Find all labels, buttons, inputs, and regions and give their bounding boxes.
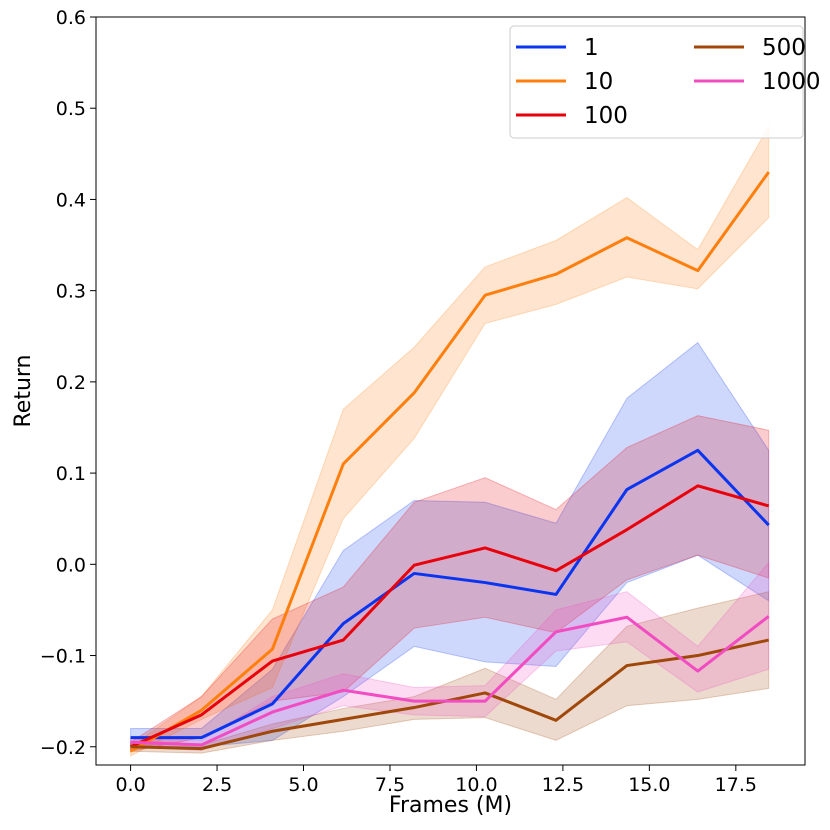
legend-item-500: 500 (694, 35, 806, 61)
legend-label: 1000 (762, 69, 821, 95)
legend-label: 1 (584, 35, 599, 61)
y-tick-label: 0.5 (56, 98, 86, 120)
x-axis-ticks: 0.0 2.5 5.0 7.5 10.0 12.5 15.0 17.5 (115, 765, 757, 796)
x-tick-label: 7.5 (375, 774, 405, 796)
legend-item-1000: 1000 (694, 69, 821, 95)
x-tick-label: 2.5 (202, 774, 232, 796)
y-tick-label: 0.4 (56, 189, 86, 211)
y-tick-label: −0.1 (40, 646, 86, 668)
x-tick-label: 17.5 (715, 774, 757, 796)
legend-label: 500 (762, 35, 806, 61)
x-tick-label: 0.0 (115, 774, 145, 796)
y-tick-label: 0.6 (56, 7, 86, 29)
legend-label: 100 (584, 103, 628, 129)
plot-area-frame (95, 16, 806, 766)
confidence-bands (130, 124, 770, 757)
x-tick-label: 10.0 (455, 774, 497, 796)
y-tick-label: −0.2 (40, 737, 86, 759)
legend: 1 10 100 500 1000 (509, 25, 821, 139)
legend-item-1: 1 (516, 35, 599, 61)
x-tick-label: 5.0 (288, 774, 318, 796)
series-500-band (130, 591, 770, 754)
series-100-line (129, 484, 770, 749)
legend-item-100: 100 (516, 103, 628, 129)
y-axis-ticks: −0.2 −0.1 0.0 0.1 0.2 0.3 0.4 0.5 0.6 (40, 7, 96, 759)
x-tick-label: 12.5 (542, 774, 584, 796)
x-axis-title: Frames (M) (389, 793, 512, 818)
series-1-line (130, 448, 770, 740)
y-tick-label: 0.2 (56, 372, 86, 394)
series-lines (129, 171, 770, 753)
legend-box (509, 25, 804, 139)
y-tick-label: 0.3 (56, 281, 86, 303)
legend-item-10: 10 (516, 69, 613, 95)
series-10-line (129, 171, 770, 753)
legend-label: 10 (584, 69, 613, 95)
y-tick-label: 0.0 (56, 554, 86, 576)
y-axis-title: Return (11, 354, 36, 427)
series-100-band (130, 415, 770, 752)
series-1000-line (130, 615, 770, 747)
series-10-band (130, 124, 770, 757)
series-1000-band (130, 561, 770, 751)
x-tick-label: 15.0 (628, 774, 670, 796)
y-tick-label: 0.1 (56, 463, 86, 485)
